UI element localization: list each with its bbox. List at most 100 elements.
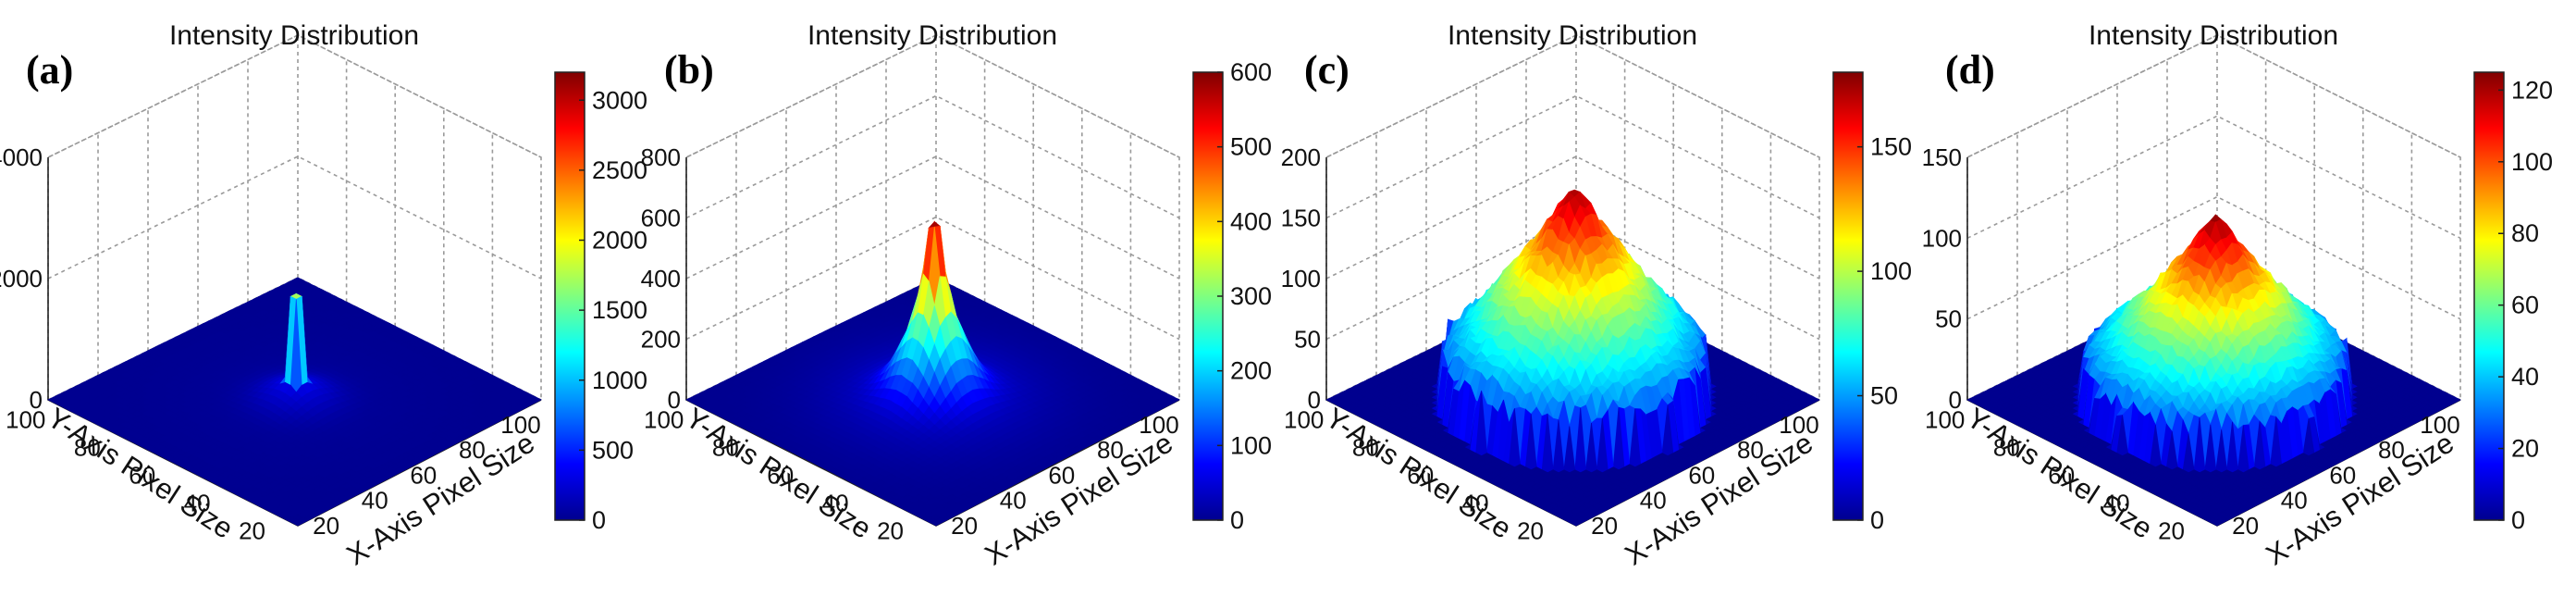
x-axis-ticks: 20 40 60 80 100 <box>313 411 541 540</box>
y-tick-label: 40 <box>1462 489 1489 516</box>
colorbar-tick-label: 200 <box>1230 357 1272 385</box>
x-tick-label: 20 <box>2232 512 2259 540</box>
z-axis-ticks: 0 50 100 150 200 <box>1281 143 1321 414</box>
panel-label: (c) <box>1304 47 1350 93</box>
y-axis-ticks: 100 80 60 40 20 <box>6 406 265 545</box>
colorbar-tick-label: 0 <box>1230 506 1244 534</box>
chart-title: Intensity Distribution <box>169 20 419 51</box>
colorbar-tick-label: 600 <box>1230 58 1272 86</box>
chart-title: Intensity Distribution <box>2089 20 2338 51</box>
z-tick-label: 0 <box>668 386 681 414</box>
y-tick-label: 60 <box>1407 462 1434 490</box>
x-tick-label: 80 <box>1097 436 1124 464</box>
colorbar-tick-label: 300 <box>1230 282 1272 310</box>
x-tick-label: 20 <box>951 512 978 540</box>
y-tick-label: 100 <box>1925 406 1965 434</box>
y-tick-label: 40 <box>822 489 849 516</box>
x-tick-label: 60 <box>2329 461 2356 489</box>
chart-panel-b: Intensity Distribution(b)020040060080010… <box>641 20 1272 572</box>
chart-title: Intensity Distribution <box>807 20 1057 51</box>
colorbar-tick-label: 0 <box>2511 506 2525 534</box>
x-tick-label: 40 <box>1640 487 1667 515</box>
axis-lines <box>685 157 1180 527</box>
y-tick-label: 20 <box>2158 516 2185 544</box>
intensity-surface <box>1325 189 1820 527</box>
z-tick-label: 0 <box>1949 386 1962 414</box>
colorbar-gradient <box>2473 71 2505 521</box>
colorbar-tick-label: 60 <box>2511 292 2539 319</box>
z-tick-label: 0 <box>1308 386 1321 414</box>
chart-title: Intensity Distribution <box>1448 20 1697 51</box>
z-tick-label: 100 <box>1922 224 1962 252</box>
x-tick-label: 100 <box>1779 411 1818 439</box>
z-tick-label: 4000 <box>0 143 43 171</box>
x-tick-label: 100 <box>1139 411 1178 439</box>
z-axis-ticks: 0 200 400 600 800 <box>641 143 681 414</box>
colorbar-tick-label: 50 <box>1870 382 1898 410</box>
y-tick-label: 100 <box>6 406 45 434</box>
x-tick-label: 100 <box>500 411 540 439</box>
z-tick-label: 50 <box>1294 326 1321 354</box>
z-tick-label: 150 <box>1922 143 1962 171</box>
y-tick-label: 60 <box>767 462 794 490</box>
z-axis-ticks: 0 50 100 150 <box>1922 143 1962 414</box>
colorbar-tick-label: 500 <box>1230 133 1272 161</box>
z-tick-label: 200 <box>1281 143 1321 171</box>
x-tick-label: 40 <box>2281 487 2308 515</box>
z-axis-ticks: 0 2000 4000 <box>0 143 43 414</box>
colorbar-tick-label: 1500 <box>592 296 647 324</box>
intensity-surface <box>685 220 1180 527</box>
chart-panel-a: Intensity Distribution (a) 0 2000 4000 100 80 6… <box>0 20 647 572</box>
chart-panel-c: Intensity Distribution (c) 0 50 100 150 200 100… <box>1281 20 1912 572</box>
y-axis-ticks: 100 80 60 40 20 <box>644 406 904 545</box>
x-axis-ticks: 20 40 60 80 100 <box>1591 411 1819 540</box>
colorbar-tick-label: 80 <box>2511 219 2539 247</box>
colorbar: 0 20 40 60 80 100 120 <box>2473 71 2553 534</box>
y-tick-label: 60 <box>2048 462 2075 490</box>
colorbar-tick-label: 1000 <box>592 367 647 394</box>
colorbar-tick-label: 100 <box>1870 257 1912 285</box>
colorbar: 0 100 200 300 400 500 600 <box>1192 58 1272 534</box>
panel-label: (a) <box>26 47 73 93</box>
z-tick-label: 100 <box>1281 265 1321 292</box>
z-tick-label: 150 <box>1281 205 1321 232</box>
y-tick-label: 100 <box>1284 406 1324 434</box>
y-tick-label: 80 <box>1993 434 2020 462</box>
colorbar-tick-label: 3000 <box>592 86 647 114</box>
x-axis-ticks: 20 40 60 80 100 <box>2232 411 2460 540</box>
x-tick-label: 60 <box>1688 461 1715 489</box>
colorbar-tick-label: 0 <box>592 506 606 534</box>
colorbar-gradient <box>554 71 585 521</box>
panel-label: (d) <box>1945 47 1995 93</box>
colorbar-tick-label: 2000 <box>592 227 647 255</box>
z-tick-label: 400 <box>641 265 681 292</box>
colorbar-gradient <box>1832 71 1864 521</box>
intensity-surface <box>1966 214 2461 527</box>
x-tick-label: 80 <box>459 436 486 464</box>
y-tick-label: 80 <box>712 434 739 462</box>
y-tick-label: 80 <box>1352 434 1379 462</box>
z-tick-label: 50 <box>1935 305 1962 333</box>
x-tick-label: 40 <box>1000 487 1027 515</box>
x-tick-label: 60 <box>410 461 437 489</box>
x-tick-label: 60 <box>1048 461 1075 489</box>
colorbar-tick-label: 400 <box>1230 207 1272 235</box>
z-tick-label: 2000 <box>0 265 43 292</box>
colorbar-tick-label: 500 <box>592 436 634 464</box>
y-tick-label: 20 <box>239 516 265 544</box>
colorbar: 0 50 100 150 <box>1832 71 1912 534</box>
colorbar-tick-label: 120 <box>2511 76 2553 104</box>
x-tick-label: 80 <box>2378 436 2405 464</box>
x-tick-label: 40 <box>362 487 388 515</box>
colorbar-tick-label: 20 <box>2511 435 2539 463</box>
y-tick-label: 20 <box>1517 516 1544 544</box>
chart-panel-d: Intensity Distribution (d) 0 50 100 150 100 80 6… <box>1922 20 2553 572</box>
panel-label: (b) <box>664 47 714 93</box>
intensity-surface <box>47 277 542 527</box>
x-tick-label: 100 <box>2420 411 2459 439</box>
y-axis-ticks: 100 80 60 40 20 <box>1925 406 2185 545</box>
z-tick-label: 600 <box>641 205 681 232</box>
colorbar-tick-label: 150 <box>1870 133 1912 161</box>
colorbar-tick-label: 40 <box>2511 363 2539 391</box>
